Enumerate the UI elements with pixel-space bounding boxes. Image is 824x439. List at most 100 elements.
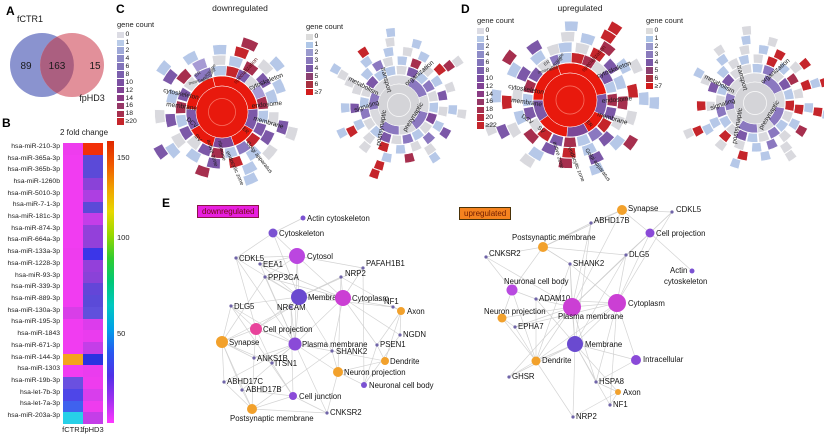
legend-swatch-icon bbox=[646, 35, 653, 43]
network-edge bbox=[616, 302, 637, 361]
heatmap-cell bbox=[63, 295, 83, 307]
network-node-label: NF1 bbox=[613, 400, 628, 409]
network-node-label: Plasma membrane bbox=[302, 340, 367, 349]
heatmap-row-label: hsa-miR-7-1-3p bbox=[12, 201, 60, 209]
heatmap-cell bbox=[83, 295, 103, 307]
heatmap-row-label: hsa-let-7a-3p bbox=[19, 400, 60, 408]
heatmap-cell bbox=[63, 236, 83, 249]
network-up: Synapse CDKL5 ABHD17B Postsynaptic membrane… bbox=[484, 204, 707, 421]
network-node bbox=[617, 205, 627, 215]
network-node-label: CNKSR2 bbox=[489, 249, 521, 258]
network-edge bbox=[542, 246, 571, 265]
network-node bbox=[589, 221, 593, 225]
legend-swatch-icon bbox=[646, 59, 653, 66]
network-node bbox=[263, 275, 267, 279]
sunburst-down-cc: specializationcytoskeletonendosomemembra… bbox=[152, 36, 299, 187]
legend-swatch-icon bbox=[477, 90, 484, 98]
network-node-label: HSPA8 bbox=[599, 377, 624, 386]
network-node-label: ADAM10 bbox=[539, 294, 571, 303]
network-node-label: Intracellular bbox=[643, 355, 684, 364]
heatmap-cell bbox=[63, 271, 83, 284]
legend-gene-count-down-bp: gene count 0 1 2 3 4 5 6 ≥7 bbox=[306, 22, 343, 96]
network-node bbox=[631, 355, 641, 365]
network-edge bbox=[272, 232, 300, 298]
network-edge bbox=[485, 246, 544, 258]
panel-b-label: B bbox=[2, 116, 11, 130]
legend-swatch-icon bbox=[477, 51, 484, 58]
network-node-label: Synapse bbox=[628, 204, 658, 213]
network-node-label: Dendrite bbox=[542, 356, 571, 365]
heatmap-row-label: hsa-miR-133a-3p bbox=[7, 248, 60, 256]
network-node bbox=[381, 357, 389, 365]
sunburst-up-cc: specializationcytoskeletonendosomemembra… bbox=[483, 20, 660, 183]
network-node bbox=[252, 356, 256, 360]
heatmap-cell bbox=[63, 260, 83, 272]
network-node bbox=[608, 294, 626, 312]
heatmap-row-label: hsa-miR-144-3p bbox=[11, 353, 60, 361]
sunburst-label: ER bbox=[543, 59, 552, 67]
network-edge bbox=[255, 328, 273, 364]
network-node bbox=[216, 336, 228, 348]
network-node bbox=[250, 323, 262, 335]
legend-swatch-icon bbox=[477, 114, 484, 121]
network-node bbox=[645, 228, 655, 238]
panel-d-label: D bbox=[461, 2, 470, 16]
legend-entry: ≥20 bbox=[117, 118, 154, 126]
network-node-label: Postsynaptic membrane bbox=[512, 233, 596, 242]
legend-label: 1 bbox=[654, 35, 659, 43]
legend-swatch-icon bbox=[646, 27, 653, 35]
legend-entry: 1 bbox=[117, 39, 154, 47]
network-edge bbox=[221, 305, 232, 343]
network-node-label: ANKS1B bbox=[257, 354, 288, 363]
network-node bbox=[513, 325, 517, 329]
legend-entry: 0 bbox=[646, 27, 683, 35]
legend-label: 8 bbox=[125, 70, 130, 78]
legend-label: 0 bbox=[314, 33, 319, 41]
legend-title: gene count bbox=[646, 16, 684, 25]
heatmap-cell bbox=[83, 248, 103, 261]
legend-entry: 12 bbox=[117, 86, 154, 94]
panel-c-label: C bbox=[116, 2, 125, 16]
legend-entry: 6 bbox=[477, 59, 514, 67]
network-edge bbox=[595, 302, 618, 383]
legend-title: gene count bbox=[477, 16, 515, 25]
network-node-label: PAFAH1B1 bbox=[366, 259, 405, 268]
heatmap-row-label: hsa-miR-365a-3p bbox=[7, 154, 60, 162]
network-node bbox=[497, 313, 507, 323]
network-node-label: SHANK2 bbox=[573, 259, 604, 268]
legend-swatch-icon bbox=[306, 73, 313, 80]
network-node-label: CNKSR2 bbox=[330, 408, 362, 417]
network-edge bbox=[342, 297, 401, 336]
heatmap-row-label: hsa-miR-93-3p bbox=[15, 271, 60, 279]
network-edge bbox=[535, 263, 571, 362]
network-edge bbox=[363, 344, 378, 386]
legend-label: 1 bbox=[485, 35, 490, 43]
network-edge bbox=[340, 276, 402, 312]
network-node bbox=[507, 375, 511, 379]
heatmap-cell bbox=[63, 353, 83, 366]
network-edge bbox=[241, 343, 296, 391]
network-node bbox=[268, 228, 278, 238]
network-edge bbox=[535, 306, 573, 362]
legend-entry: 18 bbox=[117, 110, 154, 118]
network-node-label: Neuron projection bbox=[484, 307, 546, 316]
network-node bbox=[339, 275, 343, 279]
legend-swatch-icon bbox=[477, 67, 484, 74]
network-node-label: PSEN1 bbox=[380, 340, 406, 349]
network-edge bbox=[251, 350, 333, 410]
network-node-label: SHANK2 bbox=[336, 347, 367, 356]
network-edge bbox=[595, 381, 619, 393]
network-node bbox=[258, 262, 262, 266]
network-node bbox=[335, 290, 351, 306]
network-edge bbox=[230, 296, 300, 307]
heatmap-cell bbox=[83, 342, 103, 354]
legend-entry: 5 bbox=[306, 72, 343, 80]
network-node-label: Membrane bbox=[585, 340, 622, 349]
network-node-label: Axon bbox=[623, 388, 641, 397]
network-node-label: NRP2 bbox=[576, 412, 597, 421]
network-edge bbox=[331, 297, 344, 352]
network-edge bbox=[621, 209, 651, 234]
network-edge bbox=[342, 297, 378, 346]
legend-entry: 4 bbox=[117, 55, 154, 63]
